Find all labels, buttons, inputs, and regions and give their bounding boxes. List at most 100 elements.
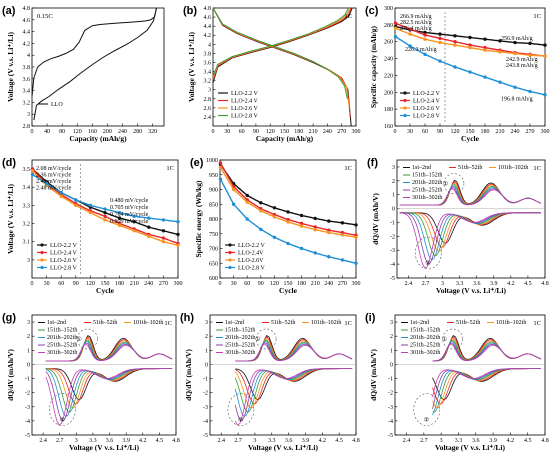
x-tick-label: 3.9 (122, 438, 130, 444)
data-point (147, 216, 151, 220)
data-point (176, 220, 180, 224)
data-point (327, 230, 331, 235)
rate-annotation: 2.36 mV/cycle (36, 173, 72, 179)
x-tick-label: 90 (73, 281, 79, 287)
x-tick-label: 4.8 (172, 438, 180, 444)
x-tick-label: 90 (258, 281, 264, 287)
data-point (468, 70, 472, 74)
legend-marker (403, 113, 407, 118)
highlight-ellipse (227, 393, 255, 426)
x-axis-label: Capacity (mAh/g) (69, 134, 127, 143)
y-tick-label: 2.8 (204, 97, 212, 103)
highlight-ellipse (77, 328, 98, 350)
panel-label: (c) (365, 5, 379, 17)
legend-entry: 51th–52th (93, 320, 117, 326)
y-tick-label: 3.8 (204, 51, 212, 57)
annotation: 226.3 mAh/g (405, 47, 437, 53)
legend-entry: LLO-2.6 V (231, 106, 259, 112)
data-point (423, 37, 427, 41)
panel-label: (e) (190, 157, 204, 169)
data-point (468, 43, 472, 47)
y-tick-label: 2 (390, 334, 393, 340)
legend-entry: LLO-2.2 V (238, 243, 266, 249)
y-tick-label: 3 (27, 320, 30, 326)
data-point (483, 45, 487, 50)
data-point (272, 215, 277, 219)
data-point (340, 221, 345, 225)
data-point (161, 218, 166, 222)
y-tick-label: -4 (203, 419, 208, 425)
x-tick-label: 4.2 (507, 438, 515, 444)
y-tick-label: -5 (388, 433, 393, 439)
y-tick-label: 240 (384, 57, 393, 63)
y-tick-label: -5 (25, 433, 30, 439)
panel-label: (a) (2, 5, 16, 17)
legend-entry: 151th–152th (410, 328, 440, 334)
x-tick-label: 2.4 (403, 438, 411, 444)
data-point (438, 36, 442, 41)
data-point (259, 209, 263, 213)
y-tick-label: 2.6 (204, 106, 212, 112)
x-tick-label: 2.7 (234, 438, 242, 444)
corner-label: 1C (533, 13, 541, 20)
x-tick-label: 300 (541, 129, 550, 135)
series-line (219, 164, 356, 226)
x-tick-label: 2.7 (420, 438, 428, 444)
data-point (286, 217, 290, 222)
y-tick-label: -1 (25, 377, 30, 383)
data-point (132, 220, 136, 224)
x-tick-label: 180 (294, 129, 303, 135)
series-line (219, 167, 356, 238)
data-point (393, 21, 398, 25)
x-tick-label: 270 (338, 281, 347, 287)
y-tick-label: 1 (390, 348, 393, 354)
y-tick-label: 2.4 (204, 115, 212, 121)
data-point (513, 51, 517, 56)
data-point (408, 32, 412, 36)
corner-label: 1C (164, 320, 172, 327)
x-tick-label: 240 (118, 129, 127, 135)
legend-entry: 51th–52th (456, 320, 480, 326)
x-tick-label: 3.9 (302, 438, 310, 444)
y-tick-label: 3.2 (23, 100, 31, 106)
data-point (132, 229, 136, 233)
x-tick-label: 240 (323, 129, 332, 135)
rate-annotation: 2.49 mV/cycle (36, 179, 72, 185)
data-point (117, 216, 122, 220)
y-tick-label: 4.2 (23, 41, 31, 47)
legend-entry: 51th–52th (458, 165, 482, 171)
x-tick-label: 3 (440, 438, 443, 444)
data-point (103, 207, 107, 211)
x-tick-label: 90 (437, 129, 443, 135)
x-tick-label: 4.2 (139, 438, 147, 444)
data-point (354, 261, 358, 265)
data-point (543, 54, 547, 58)
data-point (393, 34, 398, 39)
x-axis-label: Cycle (96, 286, 115, 295)
x-tick-label: 210 (496, 129, 505, 135)
data-point (286, 220, 290, 224)
corner-label: 1C (533, 165, 541, 172)
legend-marker (40, 243, 44, 247)
data-point (453, 40, 457, 44)
data-point (299, 213, 304, 218)
x-tick-label: 90 (253, 129, 259, 135)
legend-entry: LLO-2.6 V (413, 106, 441, 112)
x-tick-label: 40 (44, 129, 50, 135)
y-tick-label: 3.5 (23, 167, 31, 173)
y-tick-label: 0 (205, 362, 208, 368)
dqdv-discharge-curve (399, 212, 541, 269)
x-tick-label: 4.2 (319, 438, 327, 444)
x-tick-label: 4.2 (507, 281, 515, 287)
data-point (88, 210, 93, 215)
x-tick-label: 4.8 (352, 438, 360, 444)
x-tick-label: 240 (511, 129, 520, 135)
data-point (543, 43, 547, 47)
y-tick-label: 3 (27, 258, 30, 264)
dqdv-charge-curve (432, 343, 542, 362)
y-tick-label: 0 (27, 362, 30, 368)
panel-label: (d) (2, 157, 16, 169)
panel-label: (b) (183, 5, 197, 17)
x-tick-label: 4.8 (541, 438, 549, 444)
annotation: 196.8 mAh/g (501, 97, 533, 103)
